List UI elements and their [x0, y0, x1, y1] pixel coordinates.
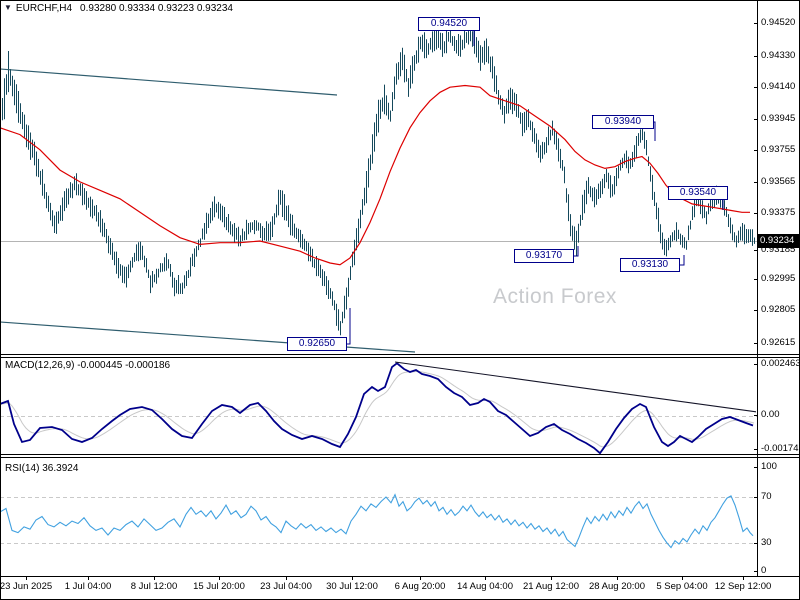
time-axis-label: 23 Jul 04:00: [260, 581, 312, 592]
trendline: [1, 68, 338, 96]
macd-indicator-label: MACD(12,26,9) -0.000445 -0.000186: [5, 360, 171, 371]
macd-main-line: [1, 362, 754, 454]
price-axis-label: 0.92615: [761, 337, 796, 348]
price-axis-label: 0.93755: [761, 144, 796, 155]
price-annotation-label[interactable]: 0.93130: [620, 258, 680, 272]
time-axis-label: 30 Jul 12:00: [326, 581, 378, 592]
symbol-timeframe: EURCHF,H4: [15, 3, 73, 14]
price-axis-label: 0.93185: [761, 244, 796, 255]
dropdown-arrow-icon[interactable]: ▼: [4, 3, 12, 12]
price-axis-label: 0.94140: [761, 81, 796, 92]
watermark: Action Forex: [493, 285, 617, 308]
time-axis-label: 14 Aug 04:00: [457, 581, 513, 592]
time-axis-label: 15 Jul 20:00: [193, 581, 245, 592]
price-axis-label: 0.94330: [761, 50, 796, 61]
macd-trendline: [394, 361, 756, 413]
ohlc-values: 0.93280 0.93334 0.93223 0.93234: [80, 3, 233, 14]
rsi-indicator-label: RSI(14) 36.3924: [5, 463, 79, 474]
time-axis-label: 5 Sep 04:00: [656, 581, 708, 592]
price-axis-label: 0.93565: [761, 176, 796, 187]
time-axis-label: 12 Sep 12:00: [714, 581, 772, 592]
macd-axis-label: 0.002463: [761, 358, 800, 369]
time-axis-label: 21 Aug 12:00: [523, 581, 579, 592]
annotation-connector: [572, 246, 579, 257]
rsi-axis-label: 30: [761, 537, 772, 548]
price-axis-label: 0.92995: [761, 273, 796, 284]
price-axis-label: 0.93375: [761, 207, 796, 218]
time-axis-label: 23 Jun 2025: [0, 581, 53, 592]
price-annotation-label[interactable]: 0.94520: [418, 17, 480, 31]
price-axis-label: 0.92805: [761, 304, 796, 315]
chart-title: ▼ EURCHF,H4 0.93280 0.93334 0.93223 0.9323…: [4, 3, 233, 14]
macd-signal-line: [1, 370, 755, 448]
annotation-connector: [678, 255, 685, 266]
price-axis-label: 0.94520: [761, 17, 796, 28]
price-axis-label: 0.93945: [761, 113, 796, 124]
price-annotation-label[interactable]: 0.92650: [287, 337, 347, 351]
price-annotation-label[interactable]: 0.93170: [514, 249, 574, 263]
price-bars: [2, 23, 755, 336]
time-axis-label: 6 Aug 20:00: [394, 581, 446, 592]
ma-line: [1, 84, 750, 266]
macd-axis-label: -0.00174: [761, 443, 799, 454]
price-annotation-label[interactable]: 0.93540: [668, 186, 728, 200]
rsi-line: [1, 493, 754, 549]
time-axis-label: 1 Jul 04:00: [64, 581, 112, 592]
time-axis-label: 8 Jul 12:00: [130, 581, 178, 592]
current-price-badge: 0.93234: [758, 234, 800, 248]
rsi-axis-label: 100: [761, 461, 777, 472]
time-axis-label: 28 Aug 20:00: [589, 581, 645, 592]
trendline: [1, 321, 416, 353]
price-annotation-label[interactable]: 0.93940: [592, 115, 654, 129]
rsi-axis-label: 70: [761, 491, 772, 502]
macd-axis-label: 0.00: [761, 409, 780, 420]
rsi-axis-label: 0: [761, 565, 767, 576]
